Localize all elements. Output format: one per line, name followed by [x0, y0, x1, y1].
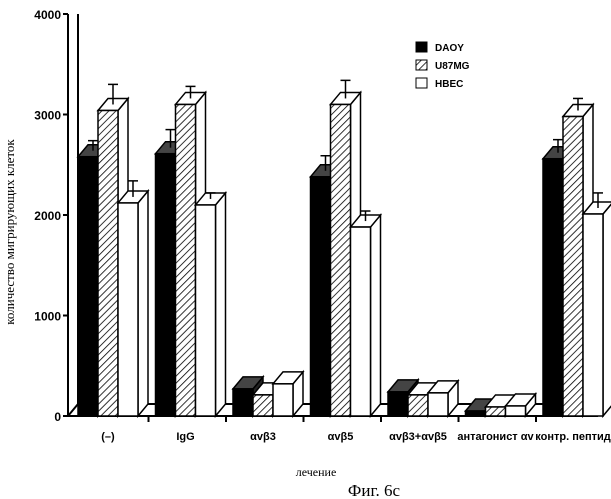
bar-front-face [233, 389, 253, 416]
bar-hbec [583, 193, 611, 416]
bar-front-face [408, 395, 428, 416]
bar-front-face [466, 411, 486, 416]
bar-front-face [273, 384, 293, 416]
bar-side-face [138, 191, 148, 416]
legend-label-hbec: HBEC [435, 79, 463, 90]
bar-front-face [176, 104, 196, 416]
bar-front-face [428, 393, 448, 416]
bar-front-face [388, 392, 408, 416]
bar-side-face [216, 193, 226, 416]
y-tick-label: 2000 [34, 209, 61, 223]
bar-hbec [273, 372, 303, 416]
bar-front-face [118, 203, 138, 416]
bar-side-face [603, 202, 611, 416]
bar-front-face [543, 159, 563, 416]
bar-front-face [98, 110, 118, 416]
bar-front-face [156, 154, 176, 416]
bar-front-face [563, 117, 583, 416]
legend-label-u87mg: U87MG [435, 61, 470, 72]
x-category-label: (–) [101, 431, 115, 443]
x-axis-title: лечение [296, 465, 337, 479]
x-category-label: αvβ3+αvβ5 [389, 431, 447, 443]
y-tick-label: 4000 [34, 8, 61, 22]
bar-front-face [351, 227, 371, 416]
x-category-label: αvβ3 [250, 431, 276, 443]
bar-front-face [253, 395, 273, 416]
x-category-label: IgG [176, 431, 194, 443]
x-category-label: контр. пептид [535, 431, 610, 443]
legend-swatch-hbec [416, 78, 427, 88]
legend-swatch-daoy [416, 42, 427, 52]
y-axis-ticks: 0 1000 2000 3000 4000 [34, 8, 68, 424]
bar-hbec [196, 193, 226, 416]
x-category-label: αvβ5 [328, 431, 354, 443]
bar-front-face [311, 177, 331, 416]
figure-caption: Фиг. 6c [348, 481, 401, 499]
bar-front-face [506, 406, 526, 416]
y-tick-label: 0 [54, 410, 61, 424]
bar-front-face [583, 214, 603, 416]
y-axis-title: количество мигрирующих клеток [2, 139, 17, 325]
x-axis-categories: (–) IgG αvβ3 αvβ5 αvβ3+αvβ5 антагонист αvконт… [101, 416, 610, 443]
bar-side-face [371, 215, 381, 416]
floor-left-edge [68, 404, 78, 416]
y-tick-label: 1000 [34, 310, 61, 324]
legend-swatch-u87mg [416, 60, 427, 70]
bar-front-face [78, 157, 98, 416]
bar-front-face [331, 104, 351, 416]
bar-front-face [486, 407, 506, 416]
x-category-label: антагонист αv [457, 431, 534, 443]
bar-hbec [118, 181, 148, 416]
bars-layer [78, 80, 611, 416]
bar-hbec [351, 211, 381, 416]
bar-front-face [196, 205, 216, 416]
y-tick-label: 3000 [34, 109, 61, 123]
legend-label-daoy: DAOY [435, 43, 464, 54]
legend: DAOY U87MG HBEC [416, 42, 470, 90]
